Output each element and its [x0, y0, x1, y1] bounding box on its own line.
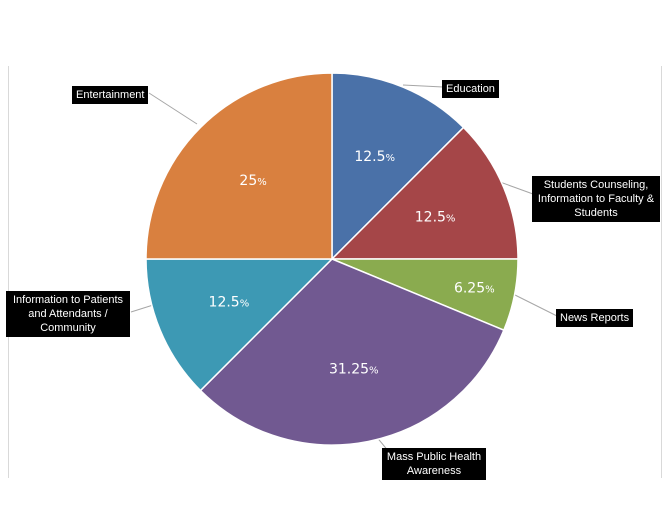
label-mass-public-health: Mass Public Health Awareness: [382, 448, 486, 480]
label-news-reports: News Reports: [556, 309, 634, 327]
label-education: Education: [442, 80, 499, 98]
pie-slice-students-counseling-information-to-facul: [330, 126, 519, 260]
chart-area: 12.5% 12.5% 6.25% 31.25% 12.5% 25%: [8, 66, 662, 478]
label-information-to-patients: Information to Patients and Attendants /…: [6, 291, 130, 337]
data-label-mass-public-health-awareness: 31.25%: [329, 361, 379, 377]
data-label-news-reports: 6.25%: [454, 280, 495, 296]
leader-line-news-reports: [508, 291, 558, 317]
data-label-information-to-patients-and-attendants-c: 12.5%: [209, 295, 250, 311]
pie-slice-information-to-patients-and-attendants-c: [145, 258, 334, 392]
data-label-students-counseling-information-to-facul: 12.5%: [415, 209, 456, 225]
pie-slice-entertainment: [145, 72, 333, 260]
data-label-education: 12.5%: [354, 149, 395, 165]
pie-chart: 12.5% 12.5% 6.25% 31.25% 12.5% 25%: [130, 72, 558, 453]
data-label-entertainment: 25%: [239, 173, 266, 189]
leader-line-entertainment: [148, 92, 198, 125]
pie-slice-education: [331, 72, 465, 261]
pie-slice-mass-public-health-awareness: [199, 258, 505, 446]
label-entertainment: Entertainment: [72, 86, 149, 104]
label-students-counseling: Students Counseling, Information to Facu…: [532, 176, 660, 222]
leader-line-education: [402, 84, 444, 88]
